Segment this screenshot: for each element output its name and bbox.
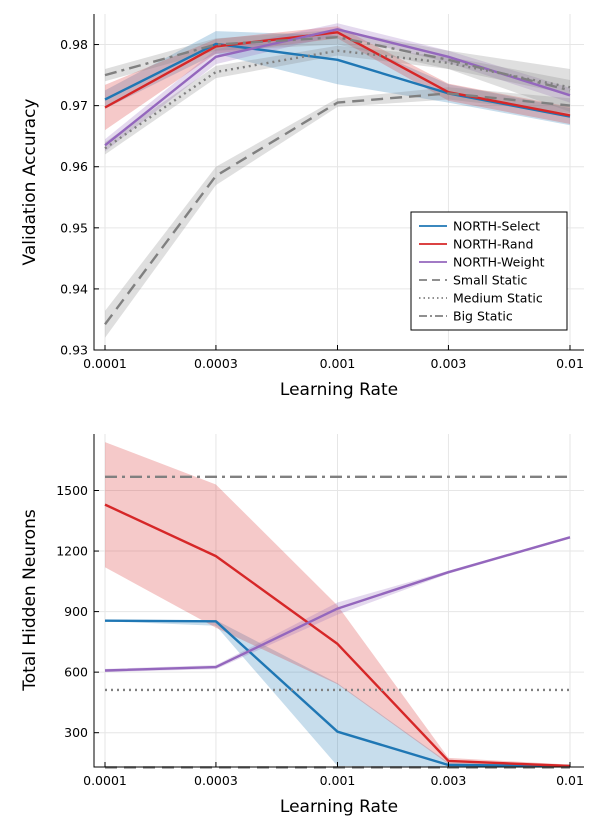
- neurons-x-tick-label: 0.0001: [83, 773, 127, 788]
- neurons-x-tick-label: 0.003: [431, 773, 467, 788]
- neurons-x-tick-label: 0.01: [556, 773, 584, 788]
- neurons-ticks: 0.0001 0.0003 0.001 0.003 0.01 300 600 900 1200 1…: [56, 483, 584, 788]
- neurons-y-tick-label: 600: [64, 665, 88, 680]
- accuracy-x-tick-label: 0.003: [431, 356, 467, 371]
- legend-box: [410, 211, 568, 331]
- accuracy-y-tick-label: 0.98: [60, 37, 88, 52]
- neurons-axes: [93, 434, 584, 768]
- neurons-y-axis-label: Total Hidden Neurons: [20, 509, 40, 692]
- neurons-line-north-weight: [104, 536, 571, 672]
- neurons-y-tick-label: 1500: [56, 483, 88, 498]
- accuracy-band-medium-static: [105, 45, 570, 155]
- neurons-y-tick-label: 1200: [56, 544, 88, 559]
- legend: NORTH-Select NORTH-Rand NORTH-Weight Small …: [410, 211, 568, 331]
- accuracy-y-tick-label: 0.94: [60, 281, 88, 296]
- accuracy-x-tick-label: 0.001: [320, 356, 356, 371]
- accuracy-y-axis-label: Validation Accuracy: [20, 99, 40, 266]
- neurons-x-axis-label: Learning Rate: [280, 797, 398, 817]
- neurons-y-tick-label: 900: [64, 604, 88, 619]
- accuracy-line-north-rand: [104, 31, 571, 117]
- legend-entry: NORTH-Weight: [453, 255, 545, 270]
- neurons-y-tick-label: 300: [64, 725, 88, 740]
- accuracy-ticks: 0.0001 0.0003 0.001 0.003 0.01 0.93 0.94 0.95 0.…: [60, 37, 584, 371]
- neurons-line-north-select: [104, 619, 571, 768]
- neurons-x-tick-label: 0.0003: [194, 773, 238, 788]
- neurons-line-north-rand: [104, 503, 571, 768]
- accuracy-x-tick-label: 0.01: [556, 356, 584, 371]
- legend-entry: NORTH-Select: [453, 219, 540, 234]
- accuracy-lines: [104, 28, 571, 326]
- accuracy-y-tick-label: 0.93: [60, 343, 88, 358]
- accuracy-y-tick-label: 0.95: [60, 220, 88, 235]
- accuracy-line-small-static: [104, 92, 571, 326]
- legend-entry: Medium Static: [453, 291, 543, 306]
- legend-entry: Big Static: [453, 309, 513, 324]
- accuracy-line-big-static: [104, 36, 571, 92]
- accuracy-line-north-weight: [104, 28, 571, 147]
- neurons-x-tick-label: 0.001: [320, 773, 356, 788]
- legend-entry: NORTH-Rand: [453, 237, 533, 252]
- neurons-band-north-select: [105, 620, 570, 768]
- accuracy-band-north-rand: [105, 26, 570, 131]
- accuracy-y-tick-label: 0.97: [60, 98, 88, 113]
- neurons-band-north-rand: [105, 442, 570, 768]
- accuracy-y-tick-label: 0.96: [60, 159, 88, 174]
- accuracy-line-medium-static: [104, 49, 571, 150]
- accuracy-x-axis-label: Learning Rate: [280, 380, 398, 400]
- accuracy-x-tick-label: 0.0001: [83, 356, 127, 371]
- accuracy-chart: 0.0001 0.0003 0.001 0.003 0.01 0.93 0.94 0.95 0.…: [20, 14, 584, 400]
- neurons-chart: 0.0001 0.0003 0.001 0.003 0.01 300 600 900 1200 1…: [20, 434, 584, 817]
- accuracy-x-tick-label: 0.0003: [194, 356, 238, 371]
- accuracy-band-big-static: [105, 29, 570, 112]
- legend-entry: Small Static: [453, 273, 528, 288]
